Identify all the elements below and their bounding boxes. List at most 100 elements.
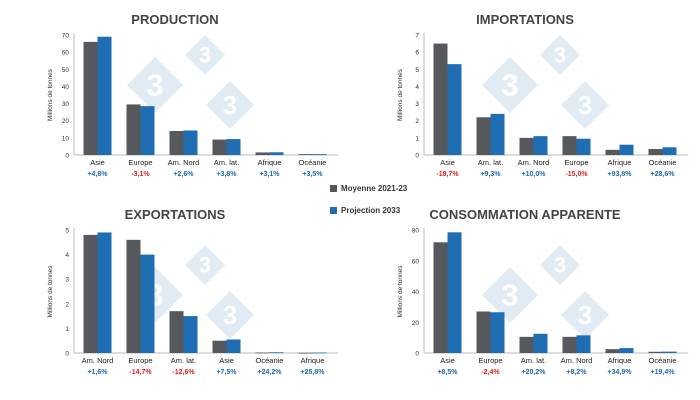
bar-moyenne xyxy=(605,149,620,155)
bar-moyenne xyxy=(648,351,663,353)
change-label: +19,4% xyxy=(651,369,676,376)
bar-projection xyxy=(140,254,155,353)
bar-projection xyxy=(662,351,677,353)
bar-projection xyxy=(269,152,284,155)
change-label: +20,2% xyxy=(522,369,547,376)
y-tick-label: 3 xyxy=(65,277,69,284)
bar-projection xyxy=(490,113,505,155)
change-label: +93,8% xyxy=(608,171,633,178)
bar-moyenne xyxy=(255,152,270,155)
y-axis-label: Millions de tonnes xyxy=(47,68,54,121)
change-label: +9,3% xyxy=(480,171,501,178)
x-category-label: Am. Nord xyxy=(518,158,550,167)
bar-projection xyxy=(533,333,548,353)
bar-moyenne xyxy=(298,352,313,354)
y-tick-label: 3 xyxy=(415,101,419,108)
legend-item-moyenne: Moyenne 2021-23 xyxy=(330,184,407,193)
consommation-plot: 0 20 40 60 80 Millions de tonnes Asie +8,5% Euro… xyxy=(397,228,688,376)
x-category-label: Europe xyxy=(128,356,152,365)
bar-projection xyxy=(576,138,591,155)
x-category-label: Océanie xyxy=(256,356,284,365)
y-tick-label: 0 xyxy=(415,153,419,160)
consommation-chart: CONSOMMATION APPARENTE 0 20 40 60 80 Millions… xyxy=(350,195,700,395)
bar-moyenne xyxy=(562,336,577,353)
legend-item-projection: Projection 2033 xyxy=(330,206,400,215)
bar-projection xyxy=(97,232,112,353)
change-label: -12,6% xyxy=(172,369,195,376)
y-tick-label: 60 xyxy=(412,258,420,265)
y-tick-label: 70 xyxy=(62,33,70,40)
x-category-label: Am. lat. xyxy=(521,356,546,365)
chart-title: CONSOMMATION APPARENTE xyxy=(429,207,621,222)
bar-moyenne xyxy=(126,104,141,155)
y-tick-label: 20 xyxy=(62,118,70,125)
x-category-label: Am. Nord xyxy=(561,356,593,365)
change-label: +7,5% xyxy=(216,369,237,376)
legend-label: Projection 2033 xyxy=(341,206,401,215)
y-tick-label: 0 xyxy=(65,153,69,160)
bar-moyenne xyxy=(519,336,534,353)
bar-projection xyxy=(312,352,327,354)
chart-title: IMPORTATIONS xyxy=(476,12,574,27)
y-tick-label: 4 xyxy=(65,252,69,259)
bar-moyenne xyxy=(212,139,227,155)
y-tick-label: 10 xyxy=(62,135,70,142)
change-label: -14,7% xyxy=(129,369,152,376)
change-label: +1,6% xyxy=(87,369,108,376)
y-tick-label: 1 xyxy=(415,135,419,142)
y-axis-label: Millions de tonnes xyxy=(397,68,404,121)
x-category-label: Asie xyxy=(440,356,455,365)
change-label: +10,0% xyxy=(522,171,547,178)
y-tick-label: 50 xyxy=(62,67,70,74)
bar-moyenne xyxy=(169,311,184,353)
x-category-label: Am. Nord xyxy=(168,158,200,167)
bar-moyenne xyxy=(83,234,98,353)
y-tick-label: 60 xyxy=(62,50,70,57)
change-label: +8,5% xyxy=(437,369,458,376)
y-tick-label: 6 xyxy=(415,50,419,57)
bar-projection xyxy=(312,154,327,155)
change-label: +2,6% xyxy=(173,171,194,178)
x-category-label: Asie xyxy=(90,158,105,167)
bar-moyenne xyxy=(255,352,270,354)
x-category-label: Am. lat. xyxy=(214,158,239,167)
y-tick-label: 0 xyxy=(415,351,419,358)
change-label: +3,1% xyxy=(259,171,280,178)
y-tick-label: 2 xyxy=(65,301,69,308)
bar-projection xyxy=(662,147,677,155)
importations-plot: 0 1 2 3 4 5 6 7 Millions de tonnes Asie -18,7% Am. … xyxy=(397,33,688,178)
chart-title: PRODUCTION xyxy=(131,12,219,27)
bar-projection xyxy=(226,139,241,155)
bar-moyenne xyxy=(83,41,98,155)
x-category-label: Europe xyxy=(564,158,588,167)
change-label: -18,7% xyxy=(436,171,459,178)
bar-moyenne xyxy=(212,340,227,353)
legend-swatch-projection xyxy=(330,207,337,214)
legend-label: Moyenne 2021-23 xyxy=(341,184,408,193)
x-category-label: Am. lat. xyxy=(478,158,503,167)
y-tick-label: 2 xyxy=(415,118,419,125)
bar-moyenne xyxy=(126,239,141,353)
production-plot: 0 10 20 30 40 50 60 70 Millions de tonnes Asie +4,… xyxy=(47,33,338,178)
bar-moyenne xyxy=(433,43,448,156)
x-category-label: Océanie xyxy=(299,158,327,167)
y-tick-label: 5 xyxy=(415,67,419,74)
change-label: -3,1% xyxy=(131,171,150,178)
bar-projection xyxy=(619,144,634,155)
x-category-label: Afrique xyxy=(301,356,325,365)
exportations-chart: EXPORTATIONS 0 1 2 3 4 5 Millions de tonnes Am.… xyxy=(0,195,350,395)
bar-moyenne xyxy=(433,242,448,353)
y-tick-label: 30 xyxy=(62,101,70,108)
y-tick-label: 80 xyxy=(412,228,420,235)
bar-moyenne xyxy=(562,136,577,155)
change-label: +25,8% xyxy=(301,369,326,376)
x-category-label: Océanie xyxy=(649,158,677,167)
production-chart: PRODUCTION 0 10 20 30 40 50 60 70 Millions de to… xyxy=(0,0,350,200)
change-label: +4,8% xyxy=(87,171,108,178)
y-tick-label: 0 xyxy=(65,351,69,358)
bar-projection xyxy=(447,232,462,353)
change-label: +3,8% xyxy=(216,171,237,178)
bar-projection xyxy=(447,64,462,155)
x-category-label: Europe xyxy=(478,356,502,365)
bar-moyenne xyxy=(476,311,491,353)
